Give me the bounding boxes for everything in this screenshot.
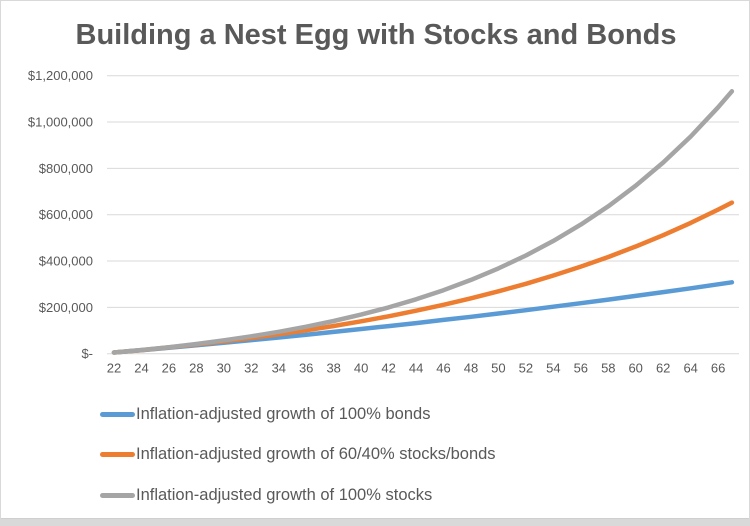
- legend-item-bonds: Inflation-adjusted growth of 100% bonds: [100, 394, 496, 435]
- x-tick-label: 32: [244, 361, 258, 376]
- x-tick-label: 48: [464, 361, 478, 376]
- x-tick-label: 54: [546, 361, 560, 376]
- series-line-1: [111, 200, 735, 355]
- x-tick-label: 30: [217, 361, 231, 376]
- x-tick-label: 24: [134, 361, 148, 376]
- y-tick-label: $1,200,000: [28, 68, 93, 83]
- legend-line-swatch-stocks-bonds-mix: [100, 452, 135, 458]
- y-tick-label: $1,000,000: [28, 115, 93, 130]
- x-tick-label: 40: [354, 361, 368, 376]
- x-tick-label: 42: [381, 361, 395, 376]
- x-tick-label: 56: [574, 361, 588, 376]
- y-tick-label: $400,000: [39, 254, 93, 269]
- y-tick-label: $200,000: [39, 300, 93, 315]
- legend-item-stocks-bonds-mix: Inflation-adjusted growth of 60/40% stoc…: [100, 435, 496, 476]
- legend-item-stocks: Inflation-adjusted growth of 100% stocks: [100, 475, 496, 516]
- x-tick-label: 62: [656, 361, 670, 376]
- x-tick-label: 60: [628, 361, 642, 376]
- y-tick-label: $-: [81, 346, 93, 361]
- x-tick-label: 22: [107, 361, 121, 376]
- legend-label-stocks: Inflation-adjusted growth of 100% stocks: [136, 485, 433, 504]
- x-tick-label: 52: [519, 361, 533, 376]
- x-tick-label: 28: [189, 361, 203, 376]
- x-tick-label: 58: [601, 361, 615, 376]
- y-tick-label: $800,000: [39, 161, 93, 176]
- x-tick-label: 44: [409, 361, 423, 376]
- x-tick-label: 36: [299, 361, 313, 376]
- series-line-2: [111, 89, 735, 355]
- x-tick-label: 34: [272, 361, 286, 376]
- chart-title: Building a Nest Egg with Stocks and Bond…: [75, 19, 677, 51]
- x-tick-label: 46: [436, 361, 450, 376]
- x-tick-label: 26: [162, 361, 176, 376]
- x-tick-label: 66: [711, 361, 725, 376]
- x-tick-label: 50: [491, 361, 505, 376]
- chart-legend: Inflation-adjusted growth of 100% bonds …: [100, 394, 496, 516]
- legend-label-bonds: Inflation-adjusted growth of 100% bonds: [136, 404, 431, 423]
- y-tick-label: $600,000: [39, 207, 93, 222]
- legend-label-stocks-bonds-mix: Inflation-adjusted growth of 60/40% stoc…: [136, 445, 496, 464]
- legend-line-swatch-bonds: [100, 411, 135, 417]
- window-bottom-strip: [1, 518, 749, 525]
- x-tick-label: 64: [683, 361, 697, 376]
- legend-line-swatch-stocks: [100, 492, 135, 498]
- x-tick-label: 38: [326, 361, 340, 376]
